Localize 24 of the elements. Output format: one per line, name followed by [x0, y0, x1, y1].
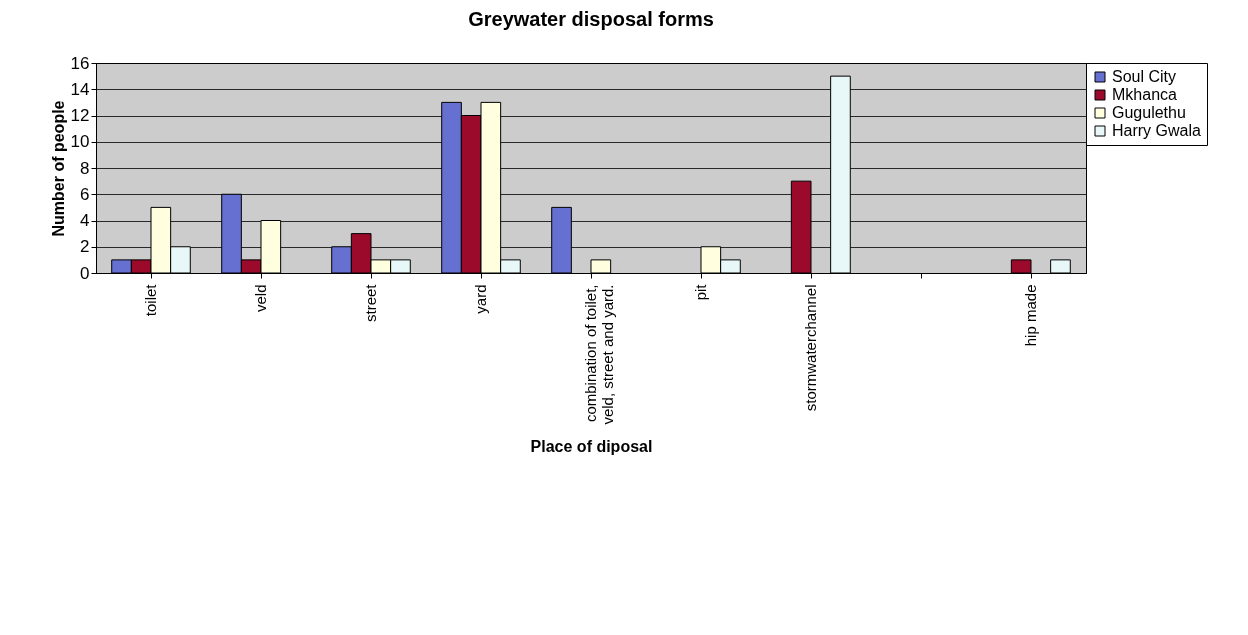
- x-tick-label: combination of toilet, veld, street and yard.: [582, 284, 616, 425]
- y-axis-title: Number of people: [49, 100, 67, 237]
- y-tick-label: 2: [80, 237, 90, 257]
- x-tick-label: yard: [472, 284, 489, 314]
- legend-label: Gugulethu: [1112, 104, 1186, 121]
- y-tick-label: 16: [70, 53, 90, 73]
- x-tick-label: stormwaterchannel: [802, 284, 819, 412]
- y-tick-label: 0: [80, 263, 90, 283]
- x-tick-label: hip made: [1022, 284, 1039, 347]
- x-tick-label: toilet: [142, 283, 159, 317]
- y-tick-label: 12: [70, 106, 90, 125]
- x-axis-title: Place of diposal: [530, 437, 653, 455]
- x-tick-label: veld: [252, 284, 269, 313]
- y-tick-label: 14: [70, 79, 90, 99]
- chart-title: Greywater disposal forms: [468, 8, 714, 30]
- y-tick-label: 4: [80, 211, 90, 230]
- legend-label: Soul City: [1112, 68, 1177, 85]
- y-tick-label: 10: [70, 132, 90, 152]
- y-tick-label: 6: [80, 184, 90, 204]
- legend-label: Harry Gwala: [1112, 122, 1202, 139]
- x-tick-label: pit: [692, 283, 709, 301]
- y-tick-label: 8: [80, 158, 90, 178]
- x-tick-label: street: [362, 283, 379, 323]
- legend-label: Mkhanca: [1112, 86, 1178, 103]
